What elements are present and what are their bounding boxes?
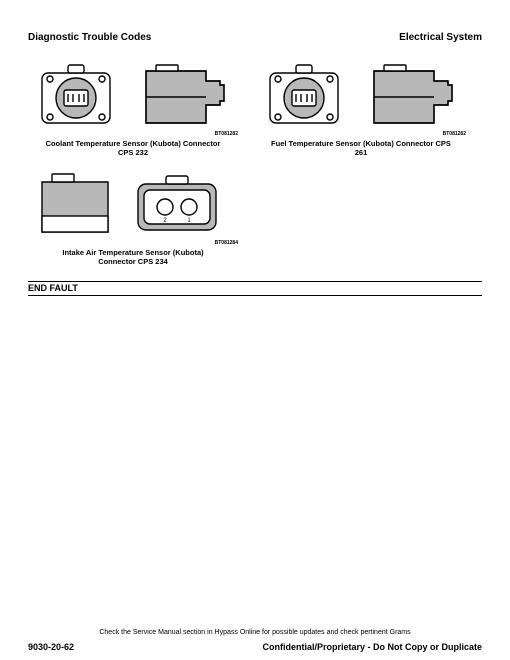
figure-c: 2 1 BT081284 Intake Air Temperature Sens… <box>28 166 238 267</box>
footer-right: Confidential/Proprietary - Do Not Copy o… <box>262 642 482 652</box>
header-left: Diagnostic Trouble Codes <box>28 32 151 43</box>
connector-pair-icon <box>256 57 466 129</box>
connector-pair-icon: 2 1 <box>28 166 238 238</box>
figure-b-drawing: BT081282 <box>256 57 466 129</box>
figure-b-id: BT081282 <box>443 131 466 137</box>
figure-row-2: 2 1 BT081284 Intake Air Temperature Sens… <box>28 166 482 267</box>
connector-pair-icon <box>28 57 238 129</box>
page-header: Diagnostic Trouble Codes Electrical Syst… <box>28 32 482 43</box>
figure-row-1: BT081282 Coolant Temperature Sensor (Kub… <box>28 57 482 158</box>
footer-left: 9030-20-62 <box>28 642 74 652</box>
figure-a: BT081282 Coolant Temperature Sensor (Kub… <box>28 57 238 158</box>
footer-note: Check the Service Manual section in Hypa… <box>0 629 510 636</box>
page-footer: 9030-20-62 Confidential/Proprietary - Do… <box>28 642 482 652</box>
end-fault-bar: END FAULT <box>28 281 482 296</box>
figure-c-drawing: 2 1 BT081284 <box>28 166 238 238</box>
figure-c-id: BT081284 <box>215 240 238 246</box>
figure-a-caption: Coolant Temperature Sensor (Kubota) Conn… <box>46 139 221 158</box>
figure-b-caption: Fuel Temperature Sensor (Kubota) Connect… <box>271 139 451 158</box>
page: Diagnostic Trouble Codes Electrical Syst… <box>0 0 510 660</box>
figure-a-id: BT081282 <box>215 131 238 137</box>
figure-b: BT081282 Fuel Temperature Sensor (Kubota… <box>256 57 466 158</box>
figure-a-drawing: BT081282 <box>28 57 238 129</box>
header-right: Electrical System <box>399 32 482 43</box>
figure-c-caption: Intake Air Temperature Sensor (Kubota) C… <box>62 248 203 267</box>
